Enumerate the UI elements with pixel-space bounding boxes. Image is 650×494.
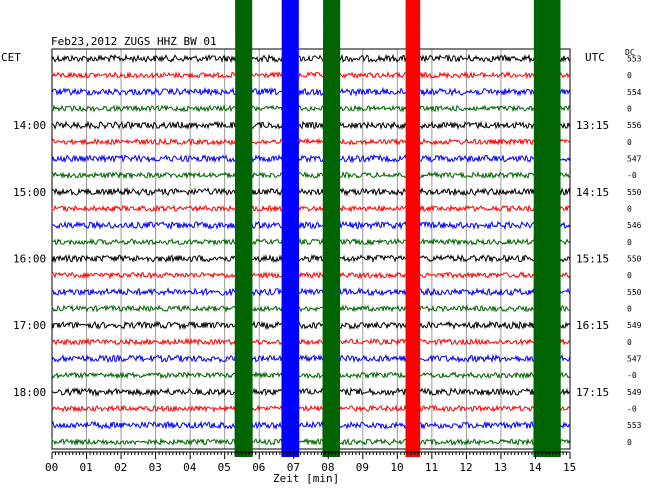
seismic-event [322, 0, 341, 458]
right-timezone-label: UTC [585, 51, 605, 64]
x-tick-label: 13 [494, 461, 507, 474]
seismic-trace [51, 170, 571, 180]
dc-value: 550 [627, 288, 642, 297]
x-tick-label: 09 [356, 461, 369, 474]
seismic-trace [51, 304, 571, 314]
dc-value: 556 [627, 121, 642, 130]
x-tick-label: 02 [114, 461, 127, 474]
dc-value: 553 [627, 55, 642, 64]
seismic-trace [51, 320, 571, 331]
seismic-trace [51, 437, 571, 447]
left-time-label: 15:00 [13, 186, 46, 199]
seismic-trace [51, 120, 571, 131]
dc-value: 550 [627, 188, 642, 197]
seismic-trace [51, 287, 571, 297]
seismic-event [234, 0, 253, 458]
seismic-trace [51, 404, 571, 413]
x-tick-label: 11 [425, 461, 438, 474]
seismic-trace [51, 53, 571, 64]
dc-value: 0 [627, 305, 632, 314]
left-time-label: 14:00 [13, 119, 46, 132]
x-tick-label: 15 [563, 461, 576, 474]
x-tick-label: 10 [390, 461, 403, 474]
seismic-trace [51, 337, 571, 347]
dc-value: 0 [627, 338, 632, 347]
dc-value: -0 [627, 171, 637, 180]
chart-title: Feb23,2012 ZUGS HHZ BW 01 [51, 35, 217, 48]
dc-value: 546 [627, 221, 642, 230]
dc-value: -0 [627, 371, 637, 380]
seismic-trace [51, 137, 571, 147]
dc-value: 0 [627, 271, 632, 280]
dc-value: 549 [627, 388, 642, 397]
dc-value: 547 [627, 355, 642, 364]
right-time-label: 15:15 [576, 253, 609, 266]
x-tick-label: 00 [45, 461, 58, 474]
axis-layer: 00 01 02 03 04 05 06 07 08 09 10 11 12 13 14 15 [45, 451, 576, 474]
event-layer [234, 0, 561, 458]
right-time-label: 16:15 [576, 319, 609, 332]
dc-value: 0 [627, 71, 632, 80]
seismic-trace [51, 253, 571, 264]
seismic-trace [51, 420, 571, 430]
left-time-label: 18:00 [13, 386, 46, 399]
seismic-trace [51, 270, 571, 280]
dc-value: 547 [627, 155, 642, 164]
x-tick-label: 05 [218, 461, 231, 474]
right-time-label: 14:15 [576, 186, 609, 199]
seismic-trace [51, 70, 571, 80]
trace-layer [51, 53, 571, 447]
x-tick-label: 03 [149, 461, 162, 474]
dc-value: 0 [627, 138, 632, 147]
seismic-trace [51, 153, 571, 164]
seismic-event [281, 0, 300, 458]
seismic-trace [51, 370, 571, 380]
x-axis-title: Zeit [min] [273, 472, 339, 485]
x-tick-label: 14 [528, 461, 542, 474]
label-layer: 14:00 15:00 16:00 17:00 18:00 13:15 14:15 15:15… [13, 55, 642, 447]
seismic-event [533, 0, 552, 458]
seismic-trace [51, 104, 571, 113]
x-tick-label: 08 [321, 461, 334, 474]
seismic-trace [51, 186, 571, 197]
dc-value: 0 [627, 205, 632, 214]
dc-value: 550 [627, 255, 642, 264]
dc-value: 553 [627, 421, 642, 430]
dc-column-header: DC [625, 48, 635, 57]
dc-value: 0 [627, 238, 632, 247]
seismic-event [405, 0, 421, 458]
left-time-label: 16:00 [13, 253, 46, 266]
seismic-trace [51, 220, 571, 231]
x-tick-label: 01 [80, 461, 93, 474]
dc-value: 0 [627, 105, 632, 114]
left-timezone-label: CET [1, 51, 21, 64]
dc-value: 0 [627, 438, 632, 447]
seismic-event [548, 0, 561, 458]
right-time-label: 17:15 [576, 386, 609, 399]
plot-frame [51, 48, 571, 450]
seismic-trace [51, 386, 571, 398]
seismic-trace [51, 353, 571, 364]
dc-value: 549 [627, 321, 642, 330]
seismic-trace [51, 237, 571, 247]
dc-value: 554 [627, 88, 642, 97]
x-tick-label: 04 [183, 461, 197, 474]
x-tick-label: 12 [459, 461, 472, 474]
seismic-trace [51, 204, 571, 213]
right-time-label: 13:15 [576, 119, 609, 132]
seismic-trace [51, 86, 571, 97]
left-time-label: 17:00 [13, 319, 46, 332]
x-tick-label: 06 [252, 461, 265, 474]
x-tick-label: 07 [287, 461, 300, 474]
dc-value: -0 [627, 405, 637, 414]
